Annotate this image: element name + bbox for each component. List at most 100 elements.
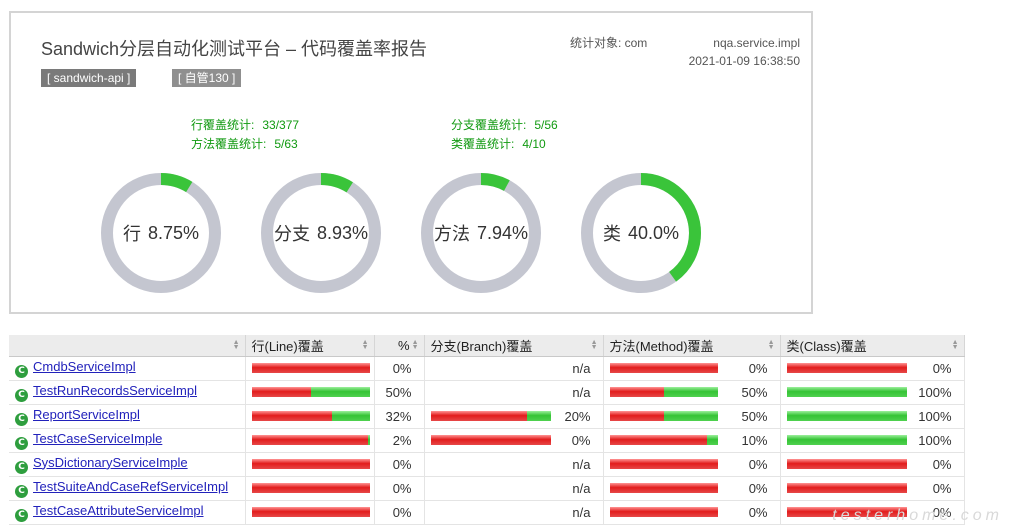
line-coverage-stat: 行覆盖统计: 33/377 [191,116,299,133]
ring-percent: 7.94% [476,222,529,243]
method-coverage-percent: 0% [748,504,768,520]
class-c-icon: C [15,364,28,378]
missed-segment [251,387,311,397]
class-coverage-column-header[interactable]: 类(Class)覆盖 ▲ ▼ [780,335,965,357]
ring-label: 分支 8.93% [261,173,381,293]
report-timestamp: 2021-01-09 16:38:50 [688,54,800,68]
class-name-link[interactable]: TestCaseAttributeServiceImpl [33,502,204,518]
table-row: C TestCaseServiceImple 2% 0% 10% 100% [9,428,965,453]
ring-percent: 40.0% [627,222,680,243]
method-coverage-column-header[interactable]: 方法(Method)覆盖 ▲ ▼ [603,335,781,357]
class-coverage-bar [786,459,907,469]
sort-arrows-icon[interactable]: ▲ ▼ [232,339,240,351]
sort-arrows-icon[interactable]: ▲ ▼ [767,339,775,351]
sort-arrows-icon[interactable]: ▲ ▼ [361,339,369,351]
ring-metric-name: 方法 [433,224,470,244]
missed-segment [786,507,907,517]
missed-segment [251,363,370,373]
line-percent-column-header[interactable]: % ▲ ▼ [374,335,425,357]
branch-coverage-column-header[interactable]: 分支(Branch)覆盖 ▲ ▼ [424,335,604,357]
class-coverage-bar [786,435,907,445]
branch-coverage-cell: n/a [424,452,604,477]
line-coverage-bar-cell [245,380,375,405]
ring-covered-arc [421,173,541,293]
class-name-cell: C TestCaseAttributeServiceImpl [9,500,246,525]
branch-coverage-bar [430,411,551,421]
class-name-link[interactable]: CmdbServiceImpl [33,358,136,374]
table-row: C CmdbServiceImpl 0% n/a 0% 0% [9,356,965,381]
class-name-link[interactable]: TestSuiteAndCaseRefServiceImpl [33,478,229,494]
class-name-link[interactable]: SysDictionaryServiceImple [33,454,188,470]
ring-metric-name: 分支 [273,224,310,244]
class-coverage-stat-label: 类覆盖统计: [451,137,515,151]
class-c-icon: C [15,460,28,474]
missed-segment [609,387,664,397]
method-coverage-bar [609,363,718,373]
ring-percent: 8.75% [147,222,200,243]
missed-segment [609,507,718,517]
missed-segment [430,435,551,445]
build-tag: [ 自管130 ] [172,69,242,87]
method-coverage-stat: 方法覆盖统计: 5/63 [191,135,298,152]
class-coverage-cell: 100% [780,404,965,429]
line-coverage-ring: 行 8.75% [101,173,221,293]
ring-covered-arc [581,173,701,293]
covered-segment [526,411,551,421]
line-coverage-percent: 0% [374,500,425,525]
method-coverage-cell: 0% [603,452,781,477]
class-coverage-percent: 0% [932,360,952,376]
missed-segment [430,411,527,421]
missed-segment [251,459,370,469]
branch-coverage-cell: n/a [424,476,604,501]
element-column-header[interactable]: ▲ ▼ [9,335,246,357]
class-coverage-cell: 0% [780,452,965,477]
method-coverage-cell: 0% [603,500,781,525]
method-coverage-bar [609,411,718,421]
ring-chart [421,173,541,293]
line-coverage-bar [251,387,370,397]
missed-segment [609,483,718,493]
method-coverage-cell: 50% [603,404,781,429]
project-tag: [ sandwich-api ] [41,69,137,87]
branch-coverage-stat: 分支覆盖统计: 5/56 [451,116,558,133]
line-coverage-bar [251,483,370,493]
sort-arrows-icon[interactable]: ▲ ▼ [411,339,419,351]
line-coverage-column-header[interactable]: 行(Line)覆盖 ▲ ▼ [245,335,375,357]
class-coverage-bar [786,387,907,397]
branch-coverage-bar [430,435,551,445]
line-coverage-percent: 32% [374,404,425,429]
class-c-icon: C [15,436,28,450]
class-coverage-bar [786,483,907,493]
sort-arrows-icon[interactable]: ▲ ▼ [951,339,959,351]
ring-chart [261,173,381,293]
method-coverage-stat-value: 5/63 [274,137,298,151]
line-coverage-bar [251,411,370,421]
covered-segment [663,387,718,397]
covered-segment [663,411,718,421]
table-row: C TestSuiteAndCaseRefServiceImpl 0% n/a 0% 0% [9,476,965,501]
table-row: C TestRunRecordsServiceImpl 50% n/a 50% 100% [9,380,965,405]
class-c-icon: C [15,412,28,426]
missed-segment [251,411,332,421]
class-coverage-bar [786,363,907,373]
method-coverage-cell: 50% [603,380,781,405]
class-coverage-percent: 100% [918,432,952,448]
sort-arrows-icon[interactable]: ▲ ▼ [590,339,598,351]
class-c-icon: C [15,388,28,402]
method-coverage-cell: 10% [603,428,781,453]
class-coverage-percent: 0% [932,456,952,472]
covered-segment [367,435,370,445]
ring-covered-arc [261,173,381,293]
ring-chart [101,173,221,293]
missed-segment [609,435,707,445]
class-name-link[interactable]: TestCaseServiceImple [33,430,163,446]
class-name-link[interactable]: TestRunRecordsServiceImpl [33,382,198,398]
class-coverage-bar [786,507,907,517]
line-coverage-percent: 0% [374,476,425,501]
method-coverage-percent: 0% [748,456,768,472]
branch-coverage-percent: 0% [571,432,591,448]
class-name-cell: C TestSuiteAndCaseRefServiceImpl [9,476,246,501]
line-coverage-bar-cell [245,452,375,477]
ring-percent: 8.93% [316,222,369,243]
class-name-link[interactable]: ReportServiceImpl [33,406,140,422]
